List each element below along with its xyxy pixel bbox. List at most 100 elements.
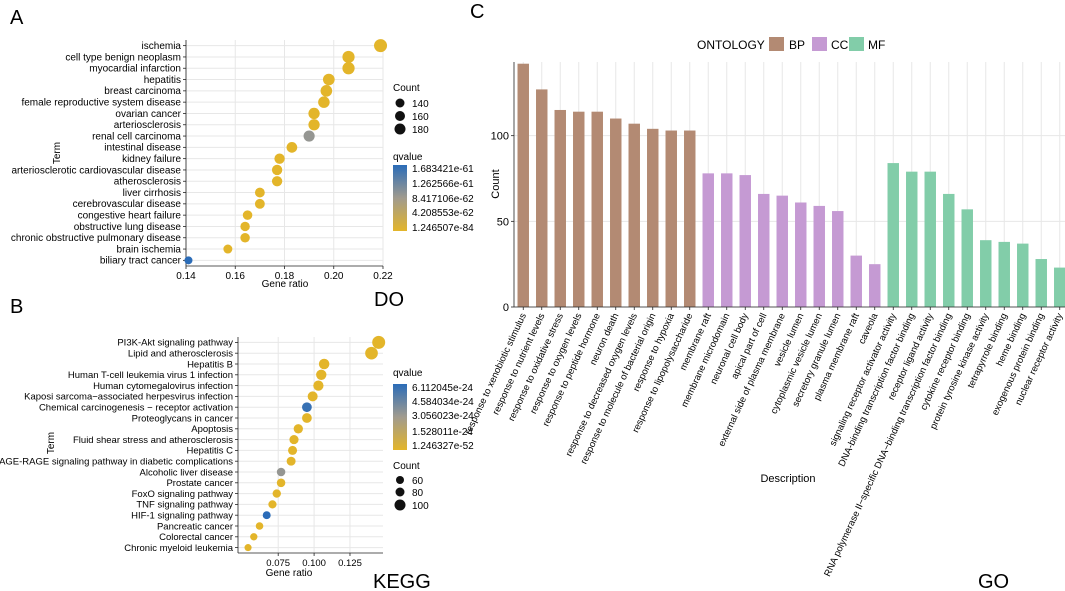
- panel-b-x-ticks: 0.075 0.100 0.125: [266, 553, 362, 569]
- term-point: [276, 478, 286, 488]
- x-tick-label: 0.16: [226, 271, 246, 282]
- term-label: FoxO signaling pathway: [132, 489, 234, 500]
- panel-a-count-label-3: 180: [412, 125, 429, 136]
- term-label: Kaposi sarcoma−associated herpesvirus in…: [24, 392, 233, 403]
- term-label: arteriosclerotic cardiovascular disease: [11, 165, 181, 176]
- term-point: [303, 130, 315, 142]
- go-bar: [684, 130, 696, 307]
- term-point: [322, 73, 335, 86]
- legend-swatch-mf: [849, 37, 864, 51]
- term-label: atherosclerosis: [114, 177, 181, 188]
- panel-b-colorbar: [393, 384, 407, 450]
- term-point: [342, 50, 355, 64]
- panel-c-ylabel: Count: [490, 169, 502, 198]
- x-tick-label: 0.100: [302, 558, 326, 569]
- x-tick-label: 0.20: [324, 271, 344, 282]
- panel-c-y-ticks: 0 50 100: [491, 131, 514, 314]
- term-label: cell type benign neoplasm: [65, 52, 181, 63]
- x-tick-label: 0.18: [275, 271, 295, 282]
- panel-b-points: [244, 335, 386, 552]
- term-point: [316, 369, 327, 380]
- panel-b-tag: KEGG: [373, 571, 431, 591]
- x-tick-label: 0.14: [176, 271, 196, 282]
- term-label: Human T-cell leukemia virus 1 infection: [68, 370, 233, 381]
- term-label: arteriosclerosis: [114, 120, 181, 131]
- term-point: [302, 413, 312, 423]
- go-bar: [795, 202, 807, 307]
- panel-b-count-legend: Count 60 80 100: [393, 461, 429, 512]
- go-bar: [813, 205, 825, 307]
- term-point: [184, 256, 193, 265]
- term-label: Prostate cancer: [166, 478, 233, 489]
- term-point: [254, 198, 265, 209]
- term-label: brain ischemia: [117, 244, 182, 255]
- go-bar: [998, 241, 1010, 307]
- panel-c-letter: C: [470, 1, 484, 23]
- panel-c-category-labels: response to xenobiotic stimulusresponse …: [463, 307, 1065, 579]
- term-point: [240, 221, 250, 232]
- panel-a-qvalue-legend: qvalue 1.683421e-61 1.262566e-61 8.41710…: [393, 152, 474, 234]
- term-point: [302, 402, 312, 413]
- term-point: [240, 233, 250, 243]
- term-label: breast carcinoma: [104, 86, 181, 97]
- panel-b-q-label-1: 6.112045e-24: [412, 383, 473, 394]
- term-point: [262, 511, 271, 520]
- panel-a-count-legend: Count 140 160 180: [393, 83, 429, 136]
- term-point: [223, 244, 233, 254]
- legend-swatch-bp: [769, 37, 784, 51]
- legend-label-bp: BP: [789, 38, 805, 52]
- term-label: renal cell carcinoma: [92, 131, 181, 142]
- panel-a-grid: [185, 40, 384, 266]
- term-label: HIF-1 signaling pathway: [131, 511, 233, 522]
- term-point: [244, 544, 252, 552]
- term-point: [242, 210, 253, 220]
- panel-a-q-label-1: 1.683421e-61: [412, 164, 474, 175]
- panel-a-count-label-2: 160: [412, 112, 429, 123]
- go-bar: [554, 109, 566, 307]
- panel-c: C ONTOLOGY BP CC MF 0 50 100 response to x…: [463, 1, 1065, 591]
- go-bar: [517, 63, 529, 307]
- term-label: Fluid shear stress and atherosclerosis: [73, 435, 233, 446]
- panel-b-count-key-2: [395, 487, 405, 497]
- go-bar: [628, 123, 640, 308]
- term-label: kidney failure: [122, 154, 181, 165]
- term-point: [318, 358, 330, 370]
- go-bar: [906, 171, 918, 307]
- term-point: [254, 187, 265, 198]
- panel-a-qvalue-title: qvalue: [393, 152, 423, 163]
- go-bar: [1035, 259, 1047, 307]
- go-bar: [758, 193, 770, 307]
- go-bar: [739, 175, 751, 307]
- panel-a-points: [184, 39, 388, 265]
- legend-label-mf: MF: [868, 38, 885, 52]
- term-label: PI3K-Akt signaling pathway: [117, 338, 233, 349]
- panel-c-legend: ONTOLOGY BP CC MF: [697, 37, 885, 52]
- go-bar: [832, 211, 844, 307]
- term-label: myocardial infarction: [89, 64, 181, 75]
- panel-a-q-label-4: 4.208553e-62: [412, 208, 474, 219]
- panel-a-letter: A: [10, 7, 24, 29]
- panel-a-count-key-2: [395, 111, 405, 121]
- term-point: [268, 500, 277, 509]
- term-label: female reproductive system disease: [21, 97, 181, 108]
- go-bar: [702, 173, 714, 307]
- term-label: Chronic myeloid leukemia: [124, 543, 233, 554]
- panel-b-count-key-1: [396, 476, 404, 484]
- term-label: Lipid and atherosclerosis: [128, 349, 233, 360]
- panel-a-q-label-3: 8.417106e-62: [412, 194, 474, 205]
- go-bar: [536, 89, 548, 307]
- go-bar: [961, 209, 973, 307]
- y-tick-label: 0: [503, 302, 509, 314]
- x-tick-label: 0.125: [338, 558, 362, 569]
- y-tick-label: 50: [497, 216, 509, 228]
- panel-a-q-label-5: 1.246507e-84: [412, 223, 474, 234]
- panel-a-count-label-1: 140: [412, 99, 429, 110]
- panel-b-count-key-3: [394, 499, 406, 511]
- legend-swatch-cc: [812, 37, 827, 51]
- panel-c-xlabel: Description: [760, 473, 815, 485]
- term-point: [255, 522, 264, 530]
- term-label: Pancreatic cancer: [157, 521, 233, 532]
